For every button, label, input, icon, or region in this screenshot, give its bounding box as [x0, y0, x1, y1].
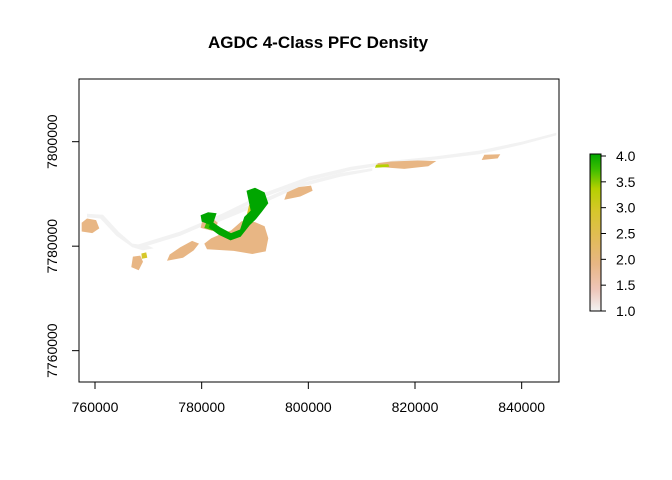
raster-region-class-2_5-11 — [141, 252, 148, 259]
y-tick-label: 7780000 — [44, 219, 60, 274]
x-tick-label: 840000 — [498, 399, 545, 415]
x-tick-label: 760000 — [72, 399, 119, 415]
raster-region-class-2-10 — [481, 154, 501, 160]
raster-region-class-2-5 — [167, 240, 199, 261]
raster-region-class-2-3 — [81, 218, 100, 234]
y-tick-label: 7800000 — [44, 114, 60, 169]
legend-tick-label: 1.0 — [616, 303, 636, 319]
raster-region-class-1-0 — [137, 132, 557, 249]
legend-tick-label: 3.0 — [616, 200, 636, 216]
legend-tick-label: 3.5 — [616, 174, 636, 190]
raster-region-class-1-1 — [87, 213, 154, 251]
legend-tick-label: 4.0 — [616, 148, 636, 164]
legend-axis: 1.0 1.5 2.0 2.5 3.0 3.5 4.0 — [600, 148, 636, 319]
raster-region-class-4-15 — [208, 187, 269, 241]
chart-title: AGDC 4-Class PFC Density — [208, 33, 429, 52]
raster-region-class-4-16 — [200, 212, 217, 226]
raster-cells — [81, 132, 557, 271]
legend-tick-label: 2.0 — [616, 251, 636, 267]
raster-region-class-3-13 — [375, 164, 390, 168]
y-tick-label: 7760000 — [44, 323, 60, 378]
legend-tick-label: 1.5 — [616, 277, 636, 293]
x-tick-label: 820000 — [392, 399, 439, 415]
legend-colorbar — [589, 153, 602, 312]
x-axis: 760000 780000 800000 820000 840000 — [72, 381, 545, 415]
legend-tick-label: 2.5 — [616, 226, 636, 242]
x-tick-label: 780000 — [178, 399, 225, 415]
raster-region-class-2-9 — [376, 160, 437, 169]
raster-region-class-2-8 — [284, 185, 313, 200]
x-tick-label: 800000 — [285, 399, 332, 415]
raster-region-class-2-4 — [131, 255, 143, 271]
y-axis: 7760000 7780000 7800000 — [44, 114, 80, 378]
plot-frame — [78, 78, 560, 383]
